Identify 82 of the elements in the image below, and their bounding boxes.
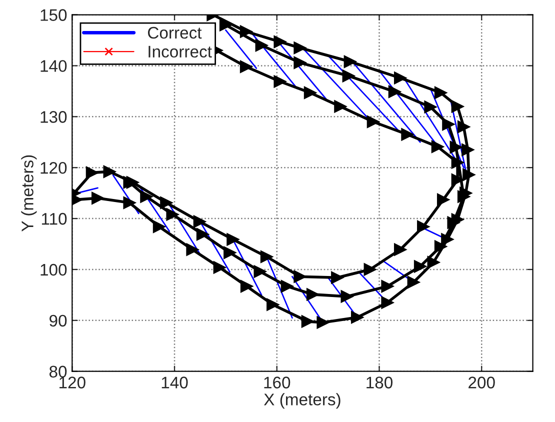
point (394, 72, 406, 84)
point (457, 190, 470, 203)
point (294, 270, 306, 283)
y-tick-label: 120 (40, 162, 67, 174)
point (301, 315, 314, 328)
point (334, 100, 347, 113)
point (91, 192, 104, 204)
point (166, 208, 179, 221)
legend-label: Incorrect (148, 46, 212, 58)
point (366, 115, 380, 128)
point (280, 280, 294, 293)
y-tick-label: 80 (49, 366, 67, 378)
point (451, 100, 464, 113)
point (86, 166, 98, 179)
point (434, 86, 447, 99)
point (193, 215, 206, 228)
point (240, 280, 253, 293)
point (350, 311, 364, 324)
point (442, 118, 455, 131)
x-tick-label: 180 (366, 376, 393, 388)
point (447, 216, 460, 229)
point (388, 85, 401, 98)
point (254, 265, 266, 278)
point (331, 271, 344, 284)
point (186, 243, 199, 256)
legend-label: Correct (148, 26, 202, 39)
x-axis-title: X (meters) (264, 393, 340, 409)
point (401, 128, 414, 141)
point (226, 233, 240, 246)
point (274, 75, 286, 88)
point (417, 220, 430, 233)
x-tick-label: 200 (468, 376, 495, 388)
point (414, 260, 426, 273)
point (431, 140, 444, 153)
point (304, 86, 316, 99)
y-tick-label: 110 (42, 212, 67, 225)
y-tick-label: 130 (40, 111, 67, 123)
point (152, 220, 166, 233)
point (126, 176, 139, 189)
point (103, 165, 116, 178)
point (407, 276, 420, 288)
y-tick-label: 90 (50, 314, 67, 327)
point (224, 246, 236, 259)
point (266, 298, 280, 311)
point (394, 243, 406, 256)
point (294, 42, 306, 54)
point (451, 156, 464, 169)
y-axis-title: Y (meters) (21, 155, 37, 232)
point (462, 144, 474, 156)
point (457, 120, 470, 134)
point (140, 190, 153, 203)
point (260, 250, 273, 263)
y-tick-label: 140 (40, 60, 67, 72)
point (160, 196, 173, 209)
point (340, 290, 354, 303)
point (196, 228, 209, 241)
point (451, 174, 464, 186)
point (381, 296, 394, 309)
point (364, 263, 376, 276)
point (255, 39, 268, 52)
x-tick-label: 140 (162, 376, 188, 388)
y-tick-label: 150 (40, 9, 67, 21)
point (450, 140, 462, 154)
point (424, 100, 437, 114)
point (342, 70, 355, 82)
point (306, 288, 319, 301)
point (462, 168, 476, 181)
y-tick-label: 100 (40, 264, 67, 276)
point (294, 56, 306, 69)
point (436, 193, 450, 206)
x-tick-label: 120 (60, 376, 86, 388)
point (434, 240, 447, 253)
x-tick-label: 160 (264, 376, 290, 388)
point (123, 196, 136, 209)
point (381, 280, 394, 293)
point (344, 55, 356, 68)
point (427, 256, 440, 269)
point (274, 36, 286, 48)
point (219, 18, 232, 32)
point (316, 316, 330, 329)
point (213, 261, 226, 274)
point (240, 60, 252, 73)
